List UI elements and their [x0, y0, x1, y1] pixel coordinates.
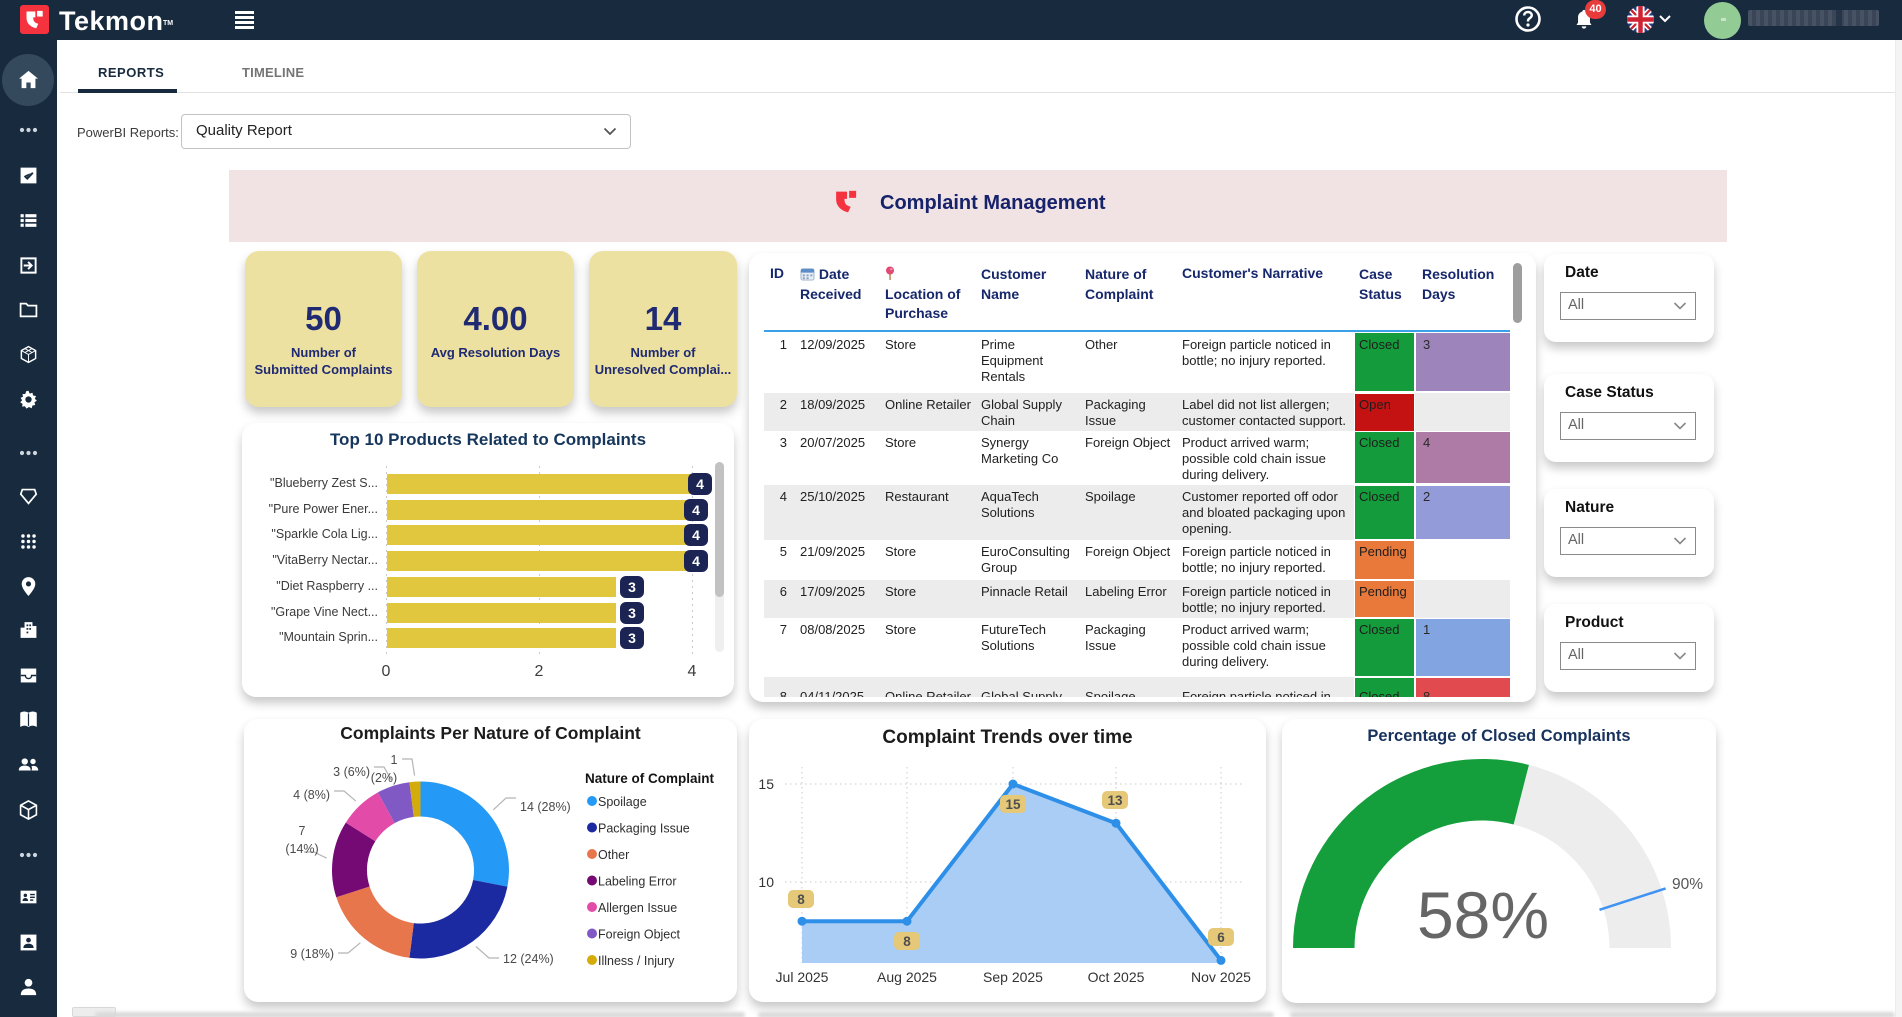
svg-text:8: 8 [797, 892, 805, 907]
svg-text:(2%): (2%) [371, 771, 397, 785]
svg-text:(14%): (14%) [285, 842, 318, 856]
svg-text:12 (24%): 12 (24%) [503, 952, 554, 966]
svg-text:Packaging Issue: Packaging Issue [598, 822, 690, 836]
svg-text:Labeling Error: Labeling Error [598, 875, 677, 889]
svg-text:Sep 2025: Sep 2025 [983, 969, 1043, 985]
svg-text:Oct 2025: Oct 2025 [1088, 969, 1145, 985]
svg-text:15: 15 [1005, 797, 1021, 812]
svg-text:Nov 2025: Nov 2025 [1191, 969, 1251, 985]
svg-text:6: 6 [1217, 930, 1225, 945]
svg-text:10: 10 [758, 874, 774, 890]
svg-text:4 (8%): 4 (8%) [293, 788, 330, 802]
svg-text:15: 15 [758, 776, 774, 792]
svg-text:Illness / Injury: Illness / Injury [598, 954, 675, 968]
svg-text:Foreign Object: Foreign Object [598, 928, 681, 942]
svg-text:9 (18%): 9 (18%) [290, 947, 334, 961]
svg-text:Aug 2025: Aug 2025 [877, 969, 937, 985]
svg-text:3 (6%): 3 (6%) [333, 765, 370, 779]
svg-text:8: 8 [903, 934, 911, 949]
svg-text:13: 13 [1107, 793, 1123, 808]
svg-text:1: 1 [391, 753, 398, 767]
svg-text:Jul 2025: Jul 2025 [776, 969, 829, 985]
svg-text:Spoilage: Spoilage [598, 795, 647, 809]
svg-text:58%: 58% [1417, 878, 1549, 952]
svg-text:Allergen Issue: Allergen Issue [598, 901, 677, 915]
svg-text:90%: 90% [1672, 876, 1703, 893]
svg-text:Other: Other [598, 848, 629, 862]
svg-text:14 (28%): 14 (28%) [520, 800, 571, 814]
svg-text:Nature of Complaint: Nature of Complaint [585, 771, 715, 786]
svg-text:7: 7 [299, 824, 306, 838]
